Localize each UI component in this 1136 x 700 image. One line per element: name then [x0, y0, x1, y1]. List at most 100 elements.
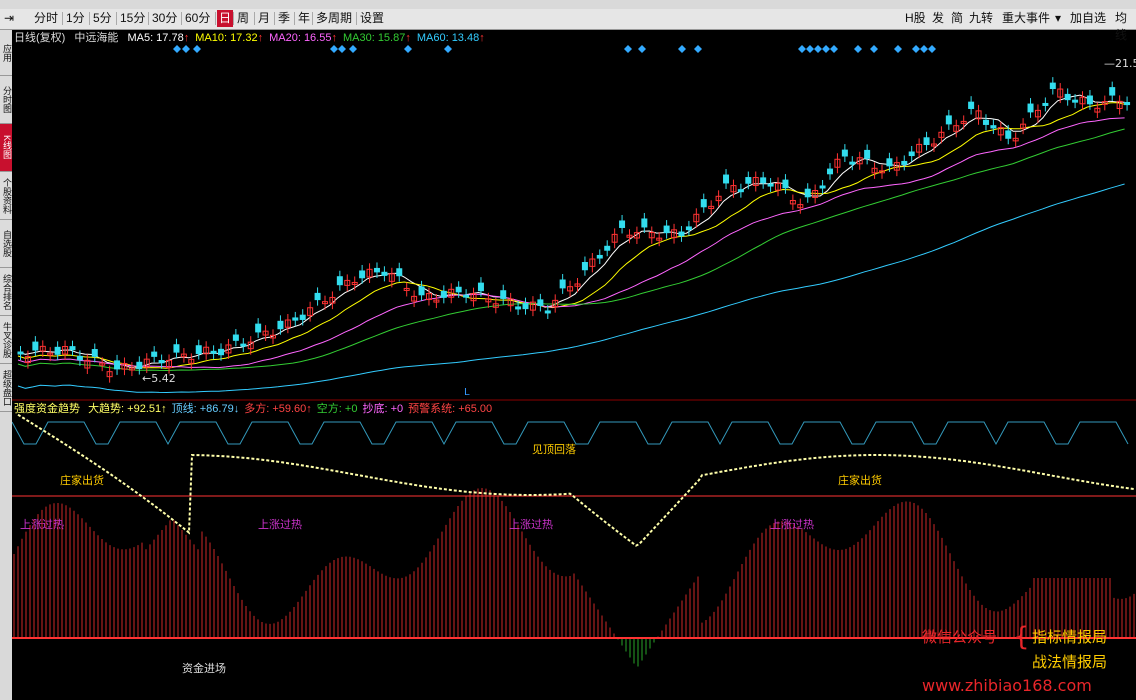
candle-body [284, 319, 291, 328]
sidebar-tab-4[interactable]: 自选股 [0, 220, 12, 268]
sidebar-tab-1[interactable]: 分时图 [0, 76, 12, 124]
candle-body [997, 127, 1004, 136]
candle-body [240, 343, 247, 347]
sidebar-tab-5[interactable]: 综合排名 [0, 268, 12, 316]
candle-body [611, 233, 618, 243]
period-9[interactable]: 季 [278, 11, 291, 25]
candle-body [277, 320, 284, 330]
signal-diamond-icon [330, 45, 338, 53]
sidebar-tab-3[interactable]: 个股资料 [0, 172, 12, 220]
toolbar-button-5[interactable]: 加自选 [1070, 11, 1107, 25]
candle-body [1049, 82, 1056, 90]
candle-body [1005, 130, 1012, 139]
watermark-brace: { [1013, 622, 1030, 652]
signal-diamond-icon [338, 45, 346, 53]
candle-body [255, 323, 262, 333]
ma-legend-item: MA30: 15.87↑ [342, 32, 411, 44]
period-10[interactable]: 年 [298, 11, 311, 25]
period-7[interactable]: 周 [237, 11, 250, 25]
candle-body [633, 232, 640, 239]
arrow-up-icon: ↑ [479, 32, 485, 44]
candle-body [559, 279, 566, 289]
candle-body [745, 177, 752, 184]
toolbar-button-2[interactable]: 简 [951, 11, 964, 25]
signal-diamond-icon [694, 45, 702, 53]
candle-body [923, 137, 930, 146]
candle-body [893, 162, 900, 171]
period-4[interactable]: 30分 [152, 11, 178, 25]
candle-body [671, 229, 678, 239]
watermark-url: www.zhibiao168.com [922, 676, 1092, 695]
candle-body [1109, 87, 1116, 96]
period-toolbar: ⇥ 分时 1分 5分 15分 30分 60分日周月季年多周期 设置 H股发简九转 重大事件 加自选… [0, 9, 1136, 42]
period-2[interactable]: 5分 [93, 11, 112, 25]
candle-body [930, 143, 937, 147]
toolbar-separator [233, 12, 234, 25]
candle-body [1027, 103, 1034, 113]
candle-body [173, 344, 180, 353]
candle-body [581, 262, 588, 271]
arrow-up-icon: ↑ [257, 32, 264, 44]
sidebar-tab-6[interactable]: 牛叉诊股 [0, 316, 12, 364]
candle-body [69, 346, 76, 351]
sidebar-tab-0[interactable]: 应用 [0, 30, 12, 76]
toolbar-separator [274, 12, 275, 25]
period-12[interactable]: 设置 [360, 11, 385, 25]
period-0[interactable]: 分时 [34, 11, 59, 25]
sidebar-tab-2[interactable]: K线图 [0, 124, 12, 172]
period-5[interactable]: 60分 [185, 11, 211, 25]
candle-body [886, 158, 893, 167]
period-3[interactable]: 15分 [120, 11, 146, 25]
toolbar-separator [181, 12, 182, 25]
candle-body [1057, 88, 1064, 98]
toolbar-button-1[interactable]: 发 [932, 11, 945, 25]
watermark-name2: 战法情报局 [1032, 653, 1108, 671]
period-1[interactable]: 1分 [66, 11, 85, 25]
signal-diamond-icon [193, 45, 201, 53]
candle-body [455, 286, 462, 293]
toolbar-button-3[interactable]: 九转 [969, 11, 994, 25]
candle-body [195, 345, 202, 355]
sidebar-tab-7[interactable]: 超级盘口 [0, 364, 12, 412]
candle-body [470, 293, 477, 302]
chevron-down-icon[interactable]: ▾ [1055, 11, 1062, 25]
candle-body [425, 293, 432, 301]
watermark-wechat: 微信公众号 [922, 628, 998, 646]
candle-body [299, 314, 306, 320]
marker-l: L [464, 387, 470, 398]
candle-body [136, 361, 143, 370]
period-8[interactable]: 月 [258, 11, 271, 25]
candle-body [619, 220, 626, 228]
candle-body [1079, 96, 1086, 105]
ma-legend-item: MA60: 13.48↑ [416, 32, 485, 44]
candle-body [210, 350, 217, 354]
toolbar-button-0[interactable]: H股 [905, 11, 926, 25]
period-6[interactable]: 日 [217, 10, 234, 27]
toolbar-separator [356, 12, 357, 25]
signal-diamond-icon [182, 45, 190, 53]
toolbar-separator [62, 12, 63, 25]
candle-body [515, 306, 522, 310]
indicator-value: 预警系统: +65.00 [408, 403, 493, 415]
candle-body [775, 182, 782, 191]
toolbar-separator [312, 12, 313, 25]
period-11[interactable]: 多周期 [316, 11, 353, 25]
candle-body [180, 353, 187, 358]
candle-body [1124, 101, 1131, 106]
candle-body [938, 131, 945, 138]
candle-body [641, 218, 648, 228]
candle-body [188, 358, 195, 364]
candle-body [975, 110, 982, 120]
candle-body [158, 360, 165, 364]
indicator-value: 顶线: +86.79↓ [171, 403, 240, 415]
collapse-icon[interactable]: ⇥ [4, 11, 15, 25]
candle-body [878, 170, 885, 174]
indicator-value: 多方: +59.60↑ [244, 403, 312, 415]
signal-diamond-icon [624, 45, 632, 53]
candle-body [359, 270, 366, 279]
toolbar-button-6[interactable]: 均线 [1115, 11, 1128, 42]
toolbar-button-4[interactable]: 重大事件 [1002, 11, 1051, 25]
candle-body [1034, 109, 1041, 118]
candle-body [708, 205, 715, 210]
